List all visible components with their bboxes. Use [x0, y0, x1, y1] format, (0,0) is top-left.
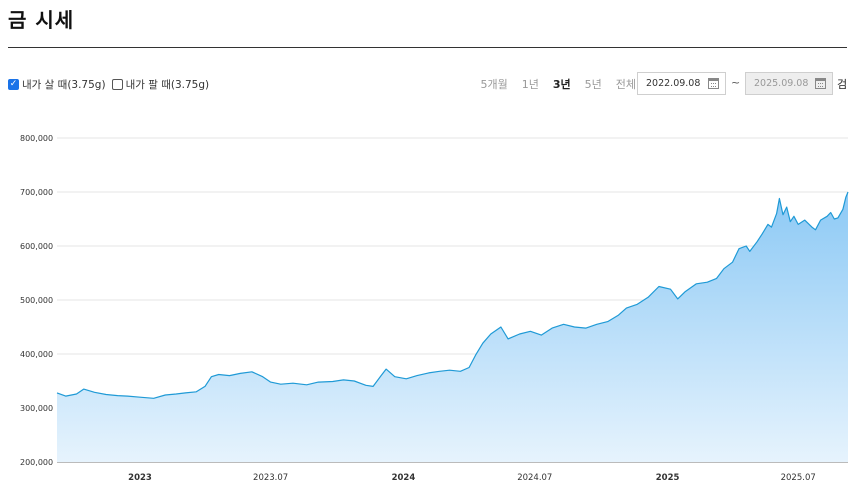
end-date-value: 2025.09.08	[754, 78, 809, 89]
period-tab-5m[interactable]: 5개월	[480, 78, 508, 91]
search-button[interactable]: 검	[837, 78, 848, 91]
y-tick-label: 300,000	[20, 404, 53, 413]
price-options: ✓ 내가 살 때(3.75g) 내가 팔 때(3.75g)	[8, 76, 215, 92]
y-tick-label: 600,000	[20, 242, 53, 251]
period-tabs: 5개월 1년 3년 5년 전체	[466, 76, 636, 92]
period-tab-1y[interactable]: 1년	[521, 78, 539, 91]
x-tick-label: 2023	[128, 473, 152, 483]
price-area-fill	[57, 192, 848, 462]
buy-price-checkbox[interactable]: ✓	[8, 78, 19, 90]
x-tick-label: 2024.07	[517, 473, 552, 483]
page-title: 금 시세	[8, 8, 75, 32]
calendar-icon[interactable]	[815, 78, 826, 89]
calendar-icon[interactable]	[708, 78, 719, 89]
sell-price-checkbox[interactable]	[111, 78, 123, 90]
x-tick-label: 2025.07	[781, 473, 816, 483]
end-date-field[interactable]: 2025.09.08	[745, 72, 833, 95]
sell-price-label: 내가 팔 때(3.75g)	[125, 78, 210, 91]
x-tick-label: 2024	[392, 473, 416, 483]
period-tab-all[interactable]: 전체	[615, 78, 636, 91]
y-tick-label: 200,000	[20, 458, 53, 467]
y-tick-label: 400,000	[20, 350, 53, 359]
gold-price-chart: 200,000 300,000 400,000 500,000 600,000 700,0…	[20, 134, 849, 483]
sell-price-option[interactable]: 내가 팔 때(3.75g)	[111, 77, 210, 92]
period-tab-3y[interactable]: 3년	[552, 78, 571, 91]
buy-price-option[interactable]: ✓ 내가 살 때(3.75g)	[8, 77, 106, 92]
y-tick-label: 700,000	[20, 188, 53, 197]
x-tick-label: 2023.07	[253, 473, 288, 483]
start-date-field[interactable]: 2022.09.08	[637, 72, 726, 95]
x-tick-label: 2025	[656, 473, 680, 483]
price-series-line	[56, 191, 849, 399]
buy-price-label: 내가 살 때(3.75g)	[22, 78, 106, 91]
y-tick-label: 800,000	[20, 134, 53, 143]
title-divider	[8, 47, 847, 48]
y-tick-label: 500,000	[20, 296, 53, 305]
period-tab-5y[interactable]: 5년	[584, 78, 602, 91]
date-range-separator: ~	[731, 76, 741, 89]
start-date-value: 2022.09.08	[646, 78, 701, 89]
